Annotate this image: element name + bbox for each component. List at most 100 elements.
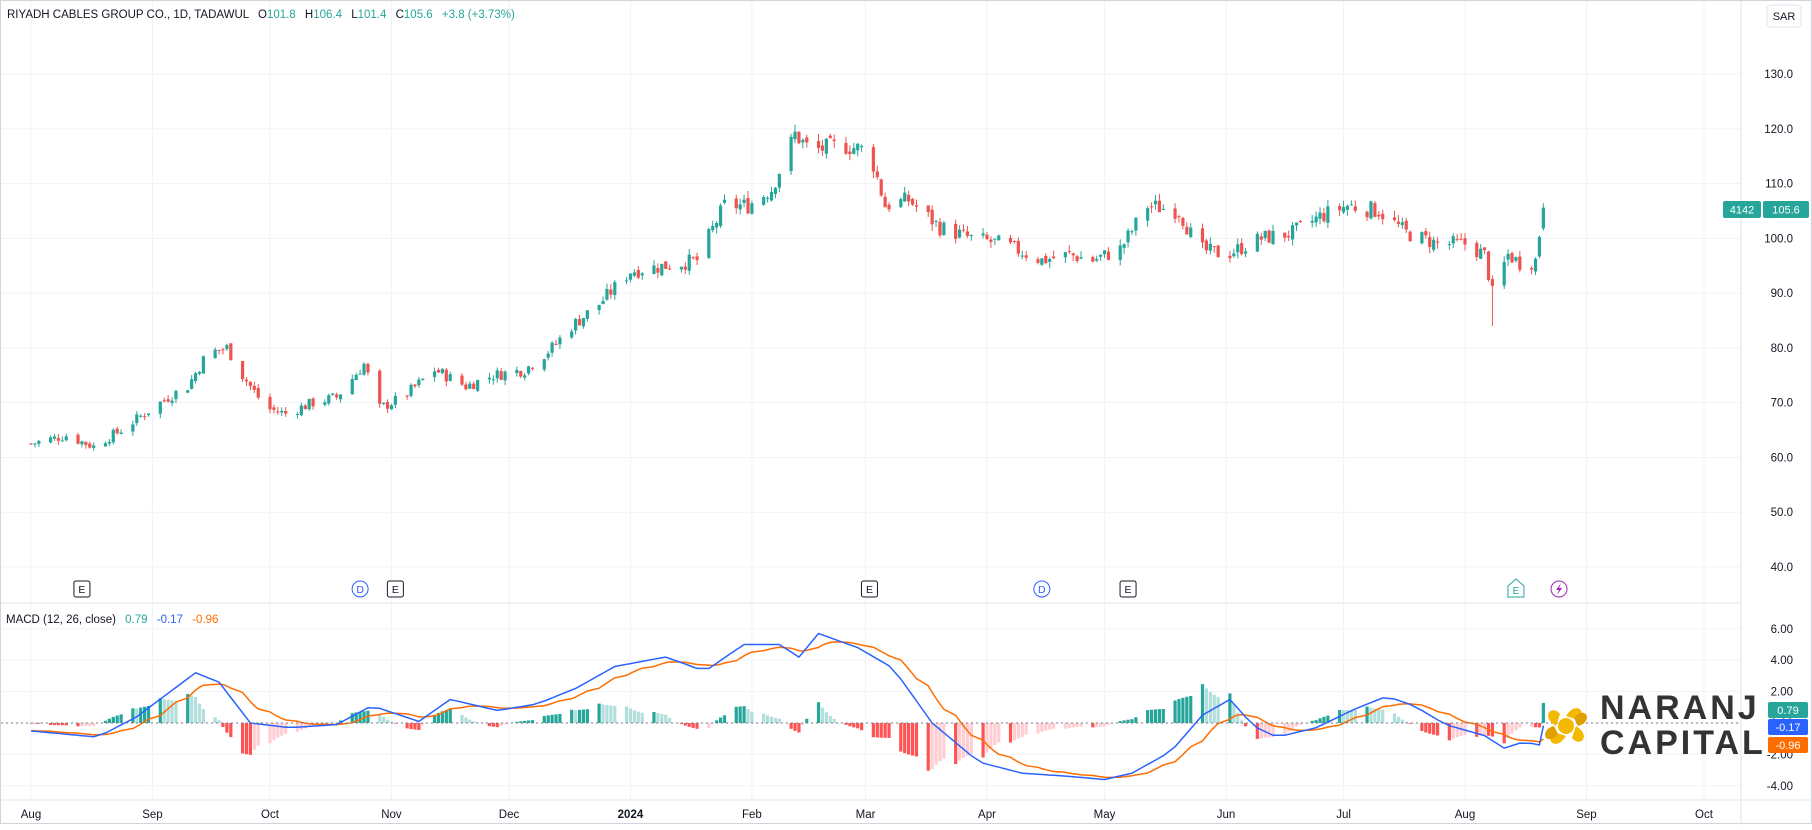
candle-body — [1502, 261, 1506, 286]
candle-body — [585, 310, 589, 319]
histogram-bar — [1482, 723, 1487, 735]
candle-body — [934, 220, 938, 222]
histogram-bar — [1063, 723, 1067, 729]
candle-body — [1291, 225, 1295, 240]
candle-body — [1392, 217, 1397, 220]
macd-line[interactable] — [30, 632, 1545, 781]
candle-body — [1040, 258, 1044, 265]
marker-letter: E — [392, 584, 399, 596]
histogram-bar — [1240, 720, 1244, 723]
histogram-bar — [327, 723, 331, 724]
candles[interactable] — [29, 124, 1545, 451]
candle-body — [366, 363, 370, 373]
candle-body — [1341, 207, 1346, 213]
currency-button[interactable]: SAR — [1766, 4, 1802, 28]
candle-body — [1255, 233, 1259, 252]
histogram-bar — [581, 709, 586, 723]
candle-body — [519, 371, 523, 377]
histogram-bar — [934, 723, 938, 765]
histogram-bar — [350, 713, 354, 723]
candle-body — [910, 198, 915, 205]
candle-body — [652, 265, 656, 274]
last-price-tag: 4142 105.6 — [1723, 201, 1809, 218]
price-axis[interactable]: 130.0 120.0 110.0 100.0 90.0 80.0 70.0 60.0 50.0… — [1764, 69, 1793, 574]
histogram-bar — [1102, 723, 1107, 727]
histogram-bar — [240, 723, 245, 754]
candle-body — [135, 414, 139, 424]
histogram-bar — [111, 716, 115, 723]
histogram-bar — [777, 718, 781, 723]
candle-body — [597, 304, 601, 311]
histogram-bar — [769, 716, 774, 723]
histogram-bar — [1435, 723, 1440, 736]
candle-body — [327, 395, 331, 404]
histogram-bar — [871, 723, 875, 738]
histogram-bar — [166, 699, 170, 723]
histogram-bar — [852, 723, 856, 728]
histogram-bar — [1349, 710, 1353, 723]
candle-body — [1079, 257, 1083, 259]
candle-body — [213, 349, 217, 359]
candle-body — [111, 429, 115, 443]
candle-body — [1263, 230, 1267, 239]
histogram-bar — [1283, 723, 1287, 735]
histogram-bar — [256, 723, 260, 746]
candle-body — [323, 402, 327, 405]
candle-body — [1490, 279, 1495, 286]
candle-body — [954, 223, 958, 239]
candle-body — [734, 198, 738, 209]
logo-icon — [1545, 708, 1587, 744]
histogram-bar — [1208, 691, 1212, 723]
candle-body — [131, 424, 135, 432]
histogram-bar — [742, 706, 746, 723]
time-tick-label: Feb — [742, 809, 762, 821]
candle-body — [1099, 254, 1103, 257]
candle-body — [350, 378, 354, 395]
histogram-bar — [844, 723, 848, 725]
macd-legend[interactable]: MACD (12, 26, close) 0.79 -0.17 -0.96 — [6, 614, 218, 626]
candle-body — [554, 343, 558, 345]
histogram-bar — [84, 723, 88, 727]
candle-body — [1530, 268, 1534, 270]
candle-body — [252, 385, 256, 390]
histogram-bar — [107, 718, 111, 723]
histogram-bar — [193, 696, 198, 723]
histogram-bar — [597, 703, 601, 723]
time-axis[interactable]: Aug Sep Oct Nov Dec 2024 Feb Mar Apr May Jun Jul Aug… — [21, 809, 1714, 821]
candle-body — [1271, 230, 1275, 245]
candle-body — [225, 345, 229, 350]
histogram-bar — [1095, 723, 1099, 728]
marker-letter: E — [1513, 586, 1520, 597]
candle-body — [957, 229, 962, 238]
candle-body — [765, 198, 770, 200]
candle-body — [190, 379, 194, 389]
candle-body — [1102, 250, 1107, 255]
candle-body — [362, 363, 366, 375]
histogram-bar — [1036, 723, 1040, 734]
candle-body — [707, 229, 711, 259]
candle-body — [636, 269, 640, 278]
candle-body — [495, 370, 499, 379]
candle-body — [668, 268, 672, 270]
candle-body — [280, 410, 284, 413]
candle-body — [1537, 236, 1542, 257]
candle-body — [115, 428, 119, 434]
candle-body — [769, 191, 774, 201]
price-tag-value: 105.6 — [1772, 205, 1800, 217]
histogram-bar — [1020, 723, 1024, 737]
candle-body — [476, 380, 480, 391]
candle-body — [295, 413, 300, 415]
histogram-bar — [926, 723, 930, 771]
candle-body — [1322, 213, 1326, 222]
histogram-bar — [1181, 697, 1185, 723]
legend[interactable]: RIYADH CABLES GROUP CO., 1D, TADAWUL O10… — [7, 9, 515, 21]
macd-signal-line[interactable] — [31, 641, 1544, 779]
hist-tag-value: -0.96 — [1775, 740, 1800, 752]
histogram-bar — [158, 698, 162, 723]
candle-body — [961, 229, 966, 231]
candle-body — [887, 204, 891, 210]
candle-body — [1353, 206, 1357, 211]
lightning-icon — [1556, 583, 1563, 595]
histogram-bar — [354, 712, 358, 723]
